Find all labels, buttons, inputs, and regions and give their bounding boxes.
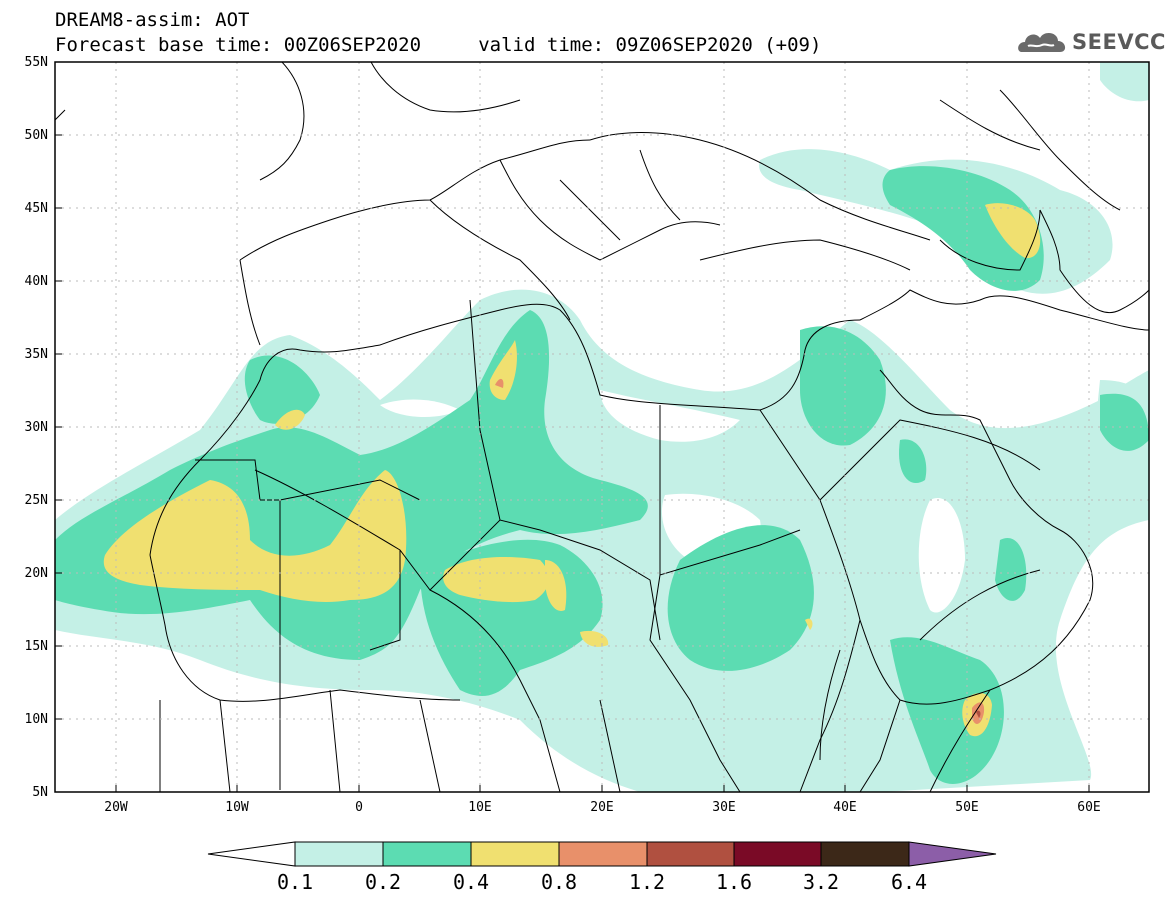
colorbar-bin [470,841,560,867]
lon-label: 20E [590,800,614,815]
lon-label: 60E [1077,800,1101,815]
lat-label: 20N [24,566,48,581]
lat-label: 45N [24,201,48,216]
colorbar-label: 6.4 [890,870,928,894]
lat-label: 5N [32,785,48,800]
lon-label: 10W [225,800,249,815]
lat-label: 35N [24,347,48,362]
coastlines-borders [55,62,1149,792]
colorbar-label: 0.4 [452,870,490,894]
colorbar-bin [558,841,648,867]
logo-text: SEEVCCC [1072,30,1165,54]
map-title: DREAM8-assim: AOT [55,9,250,31]
colorbar-label: 1.6 [715,870,753,894]
lon-label: 40E [833,800,857,815]
colorbar-above-arrow [908,841,997,867]
lon-label: 50E [955,800,979,815]
colorbar-label: 3.2 [802,870,840,894]
lon-label: 10E [468,800,492,815]
colorbar-label: 0.8 [540,870,578,894]
colorbar-bin [382,841,472,867]
lat-label: 15N [24,639,48,654]
lon-label: 20W [104,800,128,815]
seevccc-cloud-logo-icon [1018,32,1066,52]
lat-label: 55N [24,55,48,70]
colorbar-bin [294,841,384,867]
lat-label: 30N [24,420,48,435]
colorbar-bin [646,841,735,867]
lon-label: 0 [355,800,363,815]
colorbar [207,841,997,867]
lat-label: 50N [24,128,48,143]
lon-label: 30E [712,800,736,815]
lat-label: 25N [24,493,48,508]
grid [55,62,1149,792]
lat-label: 10N [24,712,48,727]
colorbar-label: 1.2 [628,870,666,894]
colorbar-bin [733,841,822,867]
forecast-times: Forecast base time: 00Z06SEP2020 valid t… [55,34,822,56]
colorbar-label: 0.1 [276,870,314,894]
aot-band-1.2 [976,710,981,718]
lat-label: 40N [24,274,48,289]
colorbar-label: 0.2 [364,870,402,894]
colorbar-below-arrow [207,841,296,867]
colorbar-bin [820,841,910,867]
